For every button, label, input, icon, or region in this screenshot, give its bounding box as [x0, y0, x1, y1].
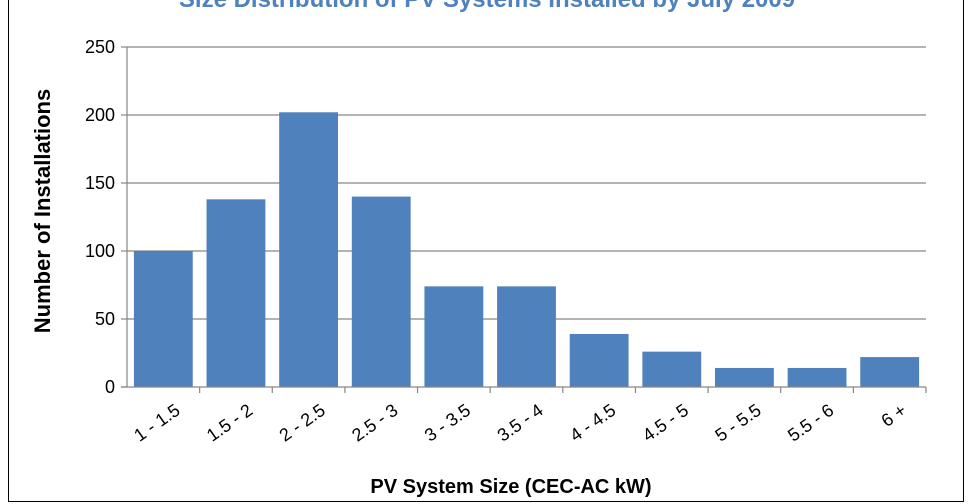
x-tick-label: 4.5 - 5 — [639, 400, 692, 446]
x-tick-label: 6 + — [878, 400, 910, 431]
bar — [787, 367, 847, 387]
y-tick-label: 250 — [85, 37, 115, 57]
bar — [642, 351, 702, 387]
x-tick-label: 1 - 1.5 — [130, 400, 183, 446]
bar — [424, 286, 484, 387]
bars — [133, 112, 920, 387]
x-tick-label: 3.5 - 4 — [494, 400, 547, 446]
x-tick-label: 2.5 - 3 — [348, 400, 401, 446]
bar — [860, 357, 920, 387]
y-tick-label: 100 — [85, 241, 115, 261]
x-tick-label: 4 - 4.5 — [566, 400, 619, 446]
bar — [279, 112, 339, 387]
x-tick-label: 5 - 5.5 — [711, 400, 764, 446]
bar — [351, 196, 411, 387]
bar — [714, 367, 774, 387]
y-tick-label: 50 — [95, 309, 115, 329]
y-axis-title: Number of Installations — [30, 89, 55, 333]
y-tick-label: 150 — [85, 173, 115, 193]
bar — [206, 199, 266, 387]
x-axis-title: PV System Size (CEC-AC kW) — [370, 476, 651, 498]
x-tick-label: 1.5 - 2 — [203, 400, 256, 446]
bar — [497, 286, 556, 387]
y-tick-label: 200 — [85, 105, 115, 125]
x-tick-label: 5.5 - 6 — [784, 400, 837, 446]
axes — [121, 46, 927, 393]
chart-title: Size Distribution of PV Systems Installe… — [0, 0, 974, 14]
x-tick-label: 3 - 3.5 — [421, 400, 474, 446]
bar — [133, 251, 193, 387]
y-tick-label: 0 — [105, 377, 115, 397]
x-tick-label: 2 - 2.5 — [276, 400, 329, 446]
bar — [569, 333, 629, 387]
